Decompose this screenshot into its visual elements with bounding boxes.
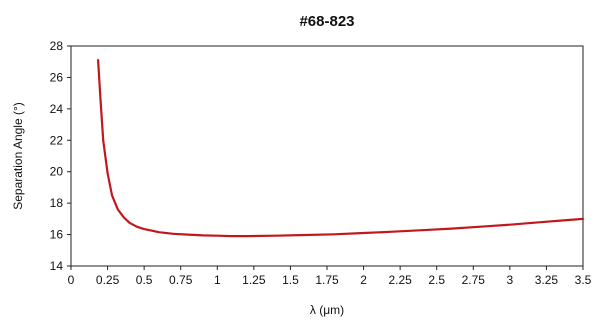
y-tick-label: 26 [50, 70, 64, 84]
x-tick-label: 0 [68, 273, 75, 287]
x-tick-label: 2.75 [462, 273, 486, 287]
y-axis-label: Separation Angle (°) [11, 102, 25, 210]
y-tick-label: 22 [50, 133, 64, 147]
x-tick-label: 2 [360, 273, 367, 287]
x-tick-label: 2.5 [428, 273, 445, 287]
x-tick-label: 0.25 [96, 273, 120, 287]
y-tick-label: 20 [50, 165, 64, 179]
x-axis-label: λ (μm) [310, 303, 344, 317]
y-tick-label: 18 [50, 196, 64, 210]
plot-area [70, 45, 584, 267]
x-tick-label: 3.25 [535, 273, 559, 287]
y-tick-label: 24 [50, 102, 64, 116]
x-tick-label: 0.5 [136, 273, 153, 287]
x-tick-label: 1.75 [315, 273, 339, 287]
x-tick-label: 3.5 [575, 273, 592, 287]
x-tick-label: 1.25 [242, 273, 266, 287]
x-axis: 0 0.25 0.5 0.75 1 1.25 1.5 1.75 2 2.25 2.5 2.75 3 3.2… [68, 266, 592, 287]
x-tick-label: 1.5 [282, 273, 299, 287]
x-tick-label: 1 [214, 273, 221, 287]
chart-title: #68-823 [299, 13, 354, 30]
y-axis: 14 16 18 20 22 24 26 28 [50, 39, 71, 273]
y-tick-label: 14 [50, 259, 64, 273]
x-tick-label: 0.75 [169, 273, 193, 287]
x-tick-label: 2.25 [388, 273, 412, 287]
series-line-0 [96, 58, 585, 238]
y-tick-label: 16 [50, 228, 64, 242]
x-tick-label: 3 [507, 273, 514, 287]
y-tick-label: 28 [50, 39, 64, 53]
series-layer [96, 58, 585, 238]
